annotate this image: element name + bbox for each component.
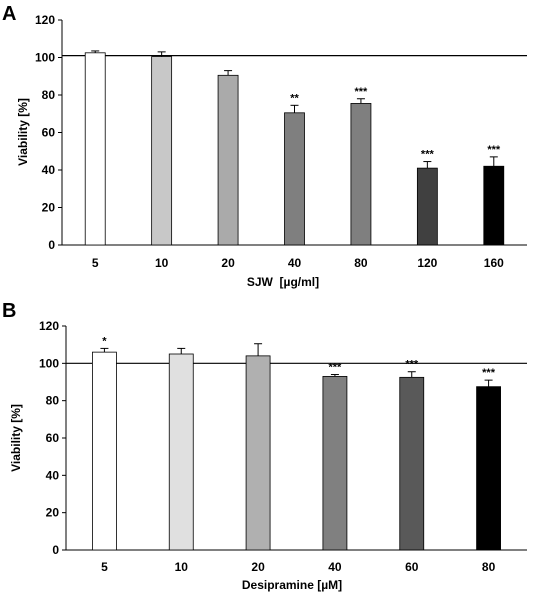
bar-5 — [84, 52, 106, 246]
bar-20 — [217, 74, 239, 246]
chart-panel-A: A 0 20 40 60 80 100 120 5 10 20 ** 40 *** 80 *** 120 *** 1… — [2, 3, 527, 289]
y-axis-label: Viability [%] — [16, 98, 30, 166]
y-tick-label: 0 — [48, 238, 55, 252]
x-tick-label: 80 — [482, 560, 496, 574]
chart-panel-B: B 0 20 40 60 80 100 120 * 5 10 20 *** 40 *** 60 *** 80 Des… — [2, 300, 527, 592]
y-tick-label: 20 — [46, 506, 60, 520]
y-tick-label: 0 — [52, 543, 59, 557]
significance-label: *** — [355, 86, 369, 98]
y-tick-label: 80 — [46, 394, 60, 408]
bar-80 — [350, 103, 372, 246]
y-tick-label: 40 — [42, 163, 56, 177]
y-tick-label: 40 — [46, 468, 60, 482]
x-tick-label: 160 — [484, 256, 504, 270]
panel-letter: A — [2, 3, 16, 25]
significance-label: * — [102, 335, 107, 347]
bar-5 — [92, 351, 117, 551]
x-tick-label: 20 — [221, 256, 235, 270]
x-tick-label: 10 — [175, 560, 189, 574]
significance-label: *** — [328, 362, 342, 374]
x-tick-label: 40 — [288, 256, 302, 270]
bar-80 — [476, 386, 501, 551]
significance-label: ** — [290, 92, 299, 104]
x-tick-label: 10 — [155, 256, 169, 270]
y-tick-label: 20 — [42, 201, 56, 215]
y-tick-label: 120 — [35, 13, 55, 27]
y-tick-label: 80 — [42, 88, 56, 102]
panel-letter: B — [2, 300, 16, 322]
significance-label: *** — [405, 359, 419, 371]
bar-10 — [151, 56, 173, 246]
x-axis-label: Desipramine [µM] — [242, 578, 342, 592]
x-tick-label: 120 — [417, 256, 437, 270]
bar-120 — [416, 167, 438, 246]
significance-label: *** — [421, 149, 435, 161]
bar-60 — [399, 376, 425, 551]
y-axis-label: Viability [%] — [9, 404, 23, 472]
x-axis-label: SJW [µg/ml] — [247, 275, 319, 289]
bar-40 — [284, 112, 305, 246]
x-tick-label: 60 — [405, 560, 419, 574]
significance-label: *** — [487, 144, 501, 156]
y-tick-label: 100 — [39, 356, 59, 370]
x-tick-label: 80 — [354, 256, 368, 270]
y-tick-label: 60 — [46, 431, 60, 445]
x-tick-label: 5 — [92, 256, 99, 270]
y-tick-label: 60 — [42, 126, 56, 140]
x-tick-label: 5 — [101, 560, 108, 574]
y-tick-label: 120 — [39, 319, 59, 333]
bar-40 — [322, 375, 348, 551]
bar-20 — [245, 355, 271, 551]
y-tick-label: 100 — [35, 51, 55, 65]
significance-label: *** — [482, 367, 496, 379]
bar-160 — [483, 165, 505, 246]
x-tick-label: 40 — [328, 560, 342, 574]
bar-10 — [168, 353, 194, 551]
x-tick-label: 20 — [251, 560, 265, 574]
